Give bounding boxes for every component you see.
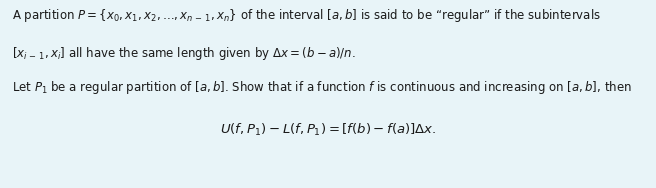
Text: A partition $P = \{x_0, x_1, x_2, \ldots, x_{n\,-\,1}, x_n\}$ of the interval $[: A partition $P = \{x_0, x_1, x_2, \ldots…: [12, 8, 601, 24]
Text: Let $P_1$ be a regular partition of $[a, b]$. Show that if a function $f$ is con: Let $P_1$ be a regular partition of $[a,…: [12, 79, 632, 96]
Text: $[x_{i\,-\,1}, x_i]$ all have the same length given by $\Delta x = (b - a)/n.$: $[x_{i\,-\,1}, x_i]$ all have the same l…: [12, 45, 356, 61]
Text: $U(f, P_1) - L(f, P_1) = [f(b) - f(a)]\Delta x.$: $U(f, P_1) - L(f, P_1) = [f(b) - f(a)]\D…: [220, 122, 436, 138]
